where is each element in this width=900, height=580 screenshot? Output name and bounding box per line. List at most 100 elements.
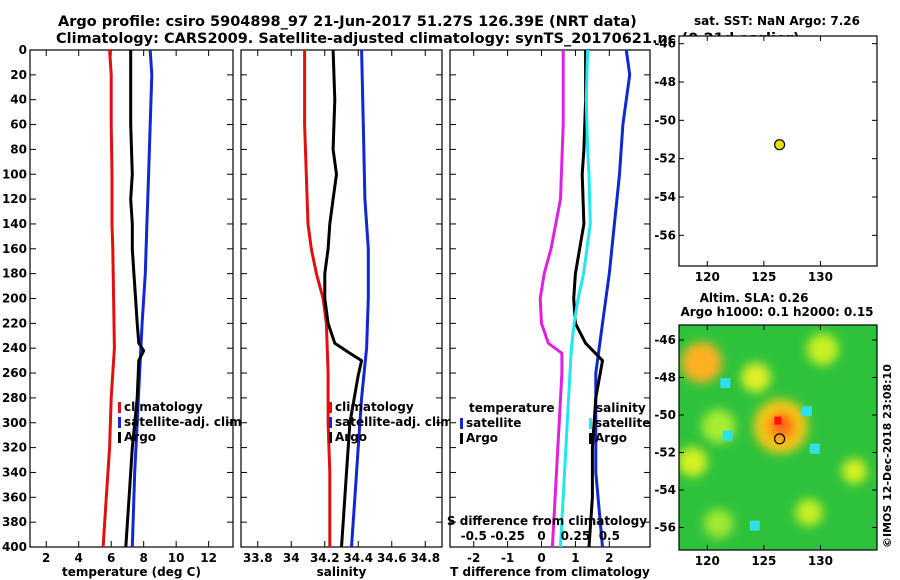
y-tick-label: 200 [2,292,27,306]
map-y-tick-label: -52 [654,446,676,460]
heatmap-blob [806,333,839,366]
series-line-s-satellite-climatology [559,49,592,548]
temperature-panel: 2 4 6 8 10 1202040608010012014016018020022024… [2,43,246,579]
x-tick-label: 34 [283,551,300,565]
legend-entry: satellite [595,416,650,430]
s-tick-label: -0.5 [461,529,487,543]
y-tick-label: 40 [10,93,27,107]
legend-entry: climatology [335,400,414,414]
x-tick-label: 2 [42,551,50,565]
y-tick-label: 140 [2,217,27,231]
map-x-tick-label: 120 [695,554,720,568]
y-tick-label: 60 [10,118,27,132]
legend-swatch [118,417,121,428]
figure-title-line1: Argo profile: csiro 5904898_97 21-Jun-20… [58,14,637,30]
x-tick-label: 34.6 [377,551,407,565]
series-line-s-argo-climatology [538,50,565,548]
credit-label: ©IMOS 12-Dec-2018 23:08:10 [881,364,894,548]
altim-map-subtitle: Argo h1000: 0.1 h2000: 0.15 [680,305,873,319]
legend-entry: Argo [335,430,367,444]
x-tick-label: 0 [537,551,545,565]
series-line-argo [323,49,364,548]
heatmap-cyan-patch [720,378,731,389]
y-tick-label: 0 [19,43,27,57]
series-line-satellite-adj-clim- [350,49,370,548]
x-tick-label: 34.8 [410,551,440,565]
legend-entry: Argo [124,430,156,444]
heatmap-cyan-patch [722,430,733,441]
legend-swatch [589,433,592,444]
x-tick-label: -1 [501,551,514,565]
legend-swatch [118,432,121,443]
x-tick-label: 33.8 [243,551,273,565]
legend-swatch [589,418,592,429]
legend-swatch [329,417,332,428]
heatmap-blob [841,458,867,484]
legend-entry: climatology [124,400,203,414]
heatmap-max-patch [774,416,782,425]
map-x-tick-label: 125 [751,554,776,568]
x-tick-label: 4 [75,551,83,565]
x-tick-label: 2 [605,551,613,565]
map-background [679,36,877,266]
legend-title-temperature: temperature [469,401,554,415]
heatmap-blob [741,362,771,393]
sst-map-panel: sat. SST: NaN Argo: 7.26 120 125 130 -46 -48 -… [654,14,878,284]
y-tick-label: 260 [2,366,27,380]
altim-map-title: Altim. SLA: 0.26 [700,291,809,305]
map-y-tick-label: -52 [654,152,676,166]
sst-map-title: sat. SST: NaN Argo: 7.26 [694,14,860,28]
x-tick-label: -2 [467,551,480,565]
series-line-climatology [303,50,332,547]
legend-title-salinity: salinity [596,401,646,415]
x-axis-label: T difference from climatology [450,565,650,579]
salinity-panel: 33.8 34 34.2 34.4 34.6 34.8 salinity climatolog… [240,49,457,579]
series-line-t-satellite-climatology [594,49,632,548]
y-tick-label: 180 [2,267,27,281]
difference-panel: -2 -1 0 1 2T difference from climatology -0.5… [447,49,651,579]
legend-swatch [329,432,332,443]
y-tick-label: 240 [2,341,27,355]
figure-title-line2: Climatology: CARS2009. Satellite-adjuste… [56,31,800,47]
y-tick-label: 380 [2,515,27,529]
x-axis-label: salinity [317,565,367,579]
legend-entry: satellite-adj. clim. [335,415,457,429]
argo-location-marker [773,139,786,151]
argo-location-marker [773,433,786,445]
map-y-tick-label: -56 [654,521,676,535]
y-tick-label: 340 [2,465,27,479]
map-y-tick-label: -54 [654,483,676,497]
y-tick-label: 300 [2,416,27,430]
legend-swatch [118,402,121,413]
s-tick-label: 0.25 [561,529,591,543]
heatmap-cyan-patch [801,406,812,417]
x-tick-label: 6 [107,551,115,565]
map-x-tick-label: 130 [808,554,833,568]
legend-entry: satellite-adj. clim. [124,415,246,429]
x-tick-label: 10 [168,551,185,565]
x-tick-label: 1 [571,551,579,565]
y-tick-label: 400 [2,540,27,554]
legend-entry: satellite [466,416,521,430]
x-tick-label: 8 [140,551,148,565]
y-tick-label: 280 [2,391,27,405]
heatmap-blob [679,447,708,477]
map-y-tick-label: -54 [654,190,676,204]
heatmap-blob [703,509,734,539]
series-line-t-argo-climatology [572,50,604,548]
s-tick-label: -0.25 [490,529,525,543]
s-tick-label: 0 [537,529,545,543]
map-y-tick-label: -48 [654,75,676,89]
map-y-tick-label: -50 [654,113,676,127]
map-y-tick-label: -46 [654,37,676,51]
x-tick-label: 34.4 [343,551,373,565]
legend-swatch [329,402,332,413]
s-axis-label: S difference from climatology [447,514,647,528]
x-tick-label: 34.2 [310,551,340,565]
map-y-tick-label: -56 [654,228,676,242]
s-tick-label: 0.5 [599,529,620,543]
y-tick-label: 20 [10,68,27,82]
x-tick-label: 12 [200,551,217,565]
heatmap-blobs [679,333,867,539]
